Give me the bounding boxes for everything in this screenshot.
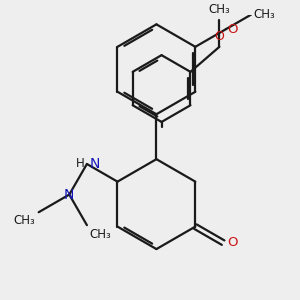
Text: H: H <box>76 158 84 170</box>
Text: O: O <box>227 23 238 36</box>
Text: N: N <box>64 188 74 202</box>
Text: CH₃: CH₃ <box>89 228 111 241</box>
Text: N: N <box>89 157 100 171</box>
Text: CH₃: CH₃ <box>13 214 35 226</box>
Text: CH₃: CH₃ <box>208 3 230 16</box>
Text: O: O <box>214 30 224 43</box>
Text: O: O <box>227 236 238 249</box>
Text: CH₃: CH₃ <box>254 8 275 21</box>
